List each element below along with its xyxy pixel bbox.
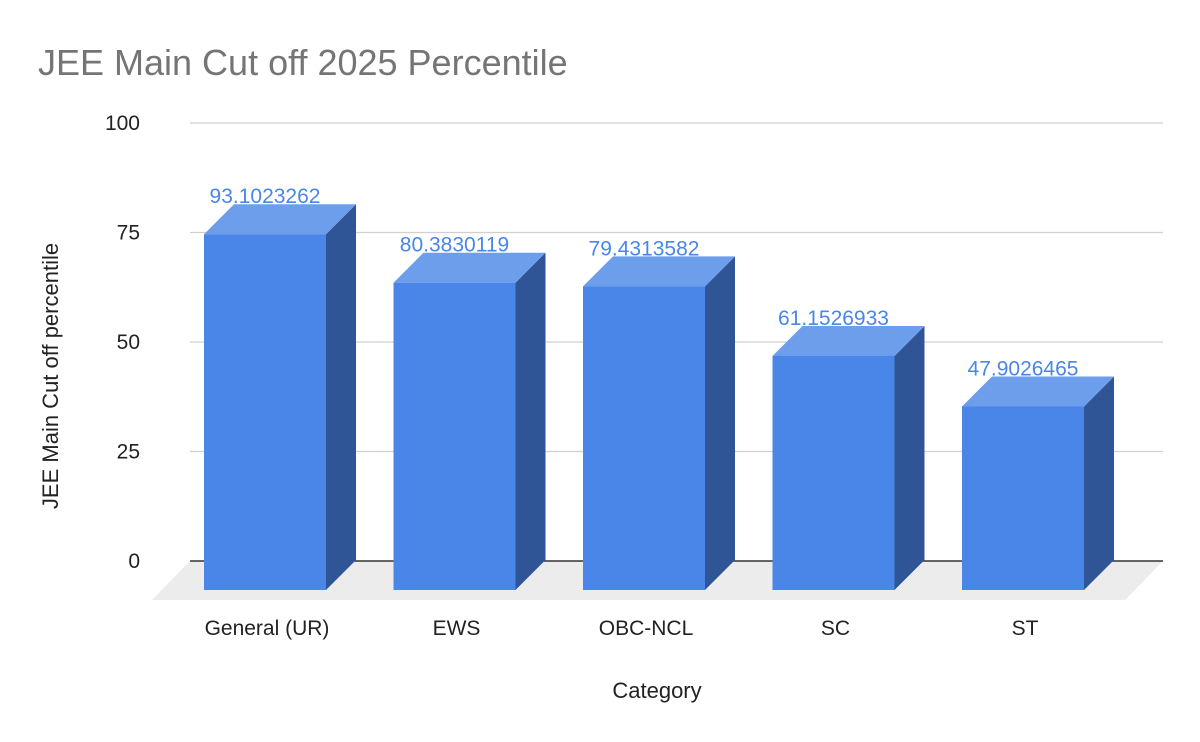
bars (204, 204, 1114, 590)
bar-side-face (894, 325, 925, 590)
bar (583, 256, 735, 590)
bar-side-face (705, 256, 735, 590)
y-axis-ticks: 0 25 50 75 100 (105, 112, 140, 573)
bar-side-face (326, 204, 356, 590)
bar-front-face (204, 234, 326, 590)
data-label: 61.1526933 (778, 307, 889, 330)
chart-title: JEE Main Cut off 2025 Percentile (38, 42, 568, 83)
bar (772, 325, 925, 590)
data-label: 79.4313582 (589, 237, 700, 260)
data-label: 80.3830119 (400, 234, 509, 257)
bar-front-face (583, 286, 705, 590)
data-label: 93.1023262 (210, 185, 321, 208)
bar-top-face (393, 252, 546, 283)
bar-side-face (515, 252, 546, 590)
x-tick-label: ST (1012, 617, 1039, 640)
bar (204, 204, 356, 590)
bar-top-face (204, 204, 356, 235)
x-tick-label: SC (821, 617, 850, 640)
category-labels: General (UR) EWS OBC-NCL SC ST (205, 617, 1039, 640)
y-tick-label: 25 (117, 441, 140, 464)
y-tick-label: 100 (105, 112, 140, 135)
y-tick-label: 0 (128, 550, 140, 573)
bar (962, 376, 1114, 590)
data-labels: 93.1023262 80.3830119 79.4313582 61.1526933… (210, 185, 1079, 380)
bar (393, 252, 546, 590)
bar-front-face (962, 406, 1084, 590)
bar-top-face (962, 376, 1114, 407)
x-axis-title: Category (612, 678, 701, 703)
bar-side-face (1084, 376, 1114, 590)
y-axis-title: JEE Main Cut off percentile (38, 243, 63, 509)
bar-front-face (772, 355, 895, 590)
bar-top-face (583, 256, 735, 287)
x-tick-label: General (UR) (205, 617, 330, 640)
bar-front-face (393, 282, 516, 590)
data-label: 47.9026465 (968, 357, 1079, 380)
bar-top-face (772, 325, 925, 356)
x-tick-label: EWS (433, 617, 481, 640)
y-tick-label: 50 (117, 331, 140, 354)
x-tick-label: OBC-NCL (599, 617, 694, 640)
y-tick-label: 75 (117, 222, 140, 245)
